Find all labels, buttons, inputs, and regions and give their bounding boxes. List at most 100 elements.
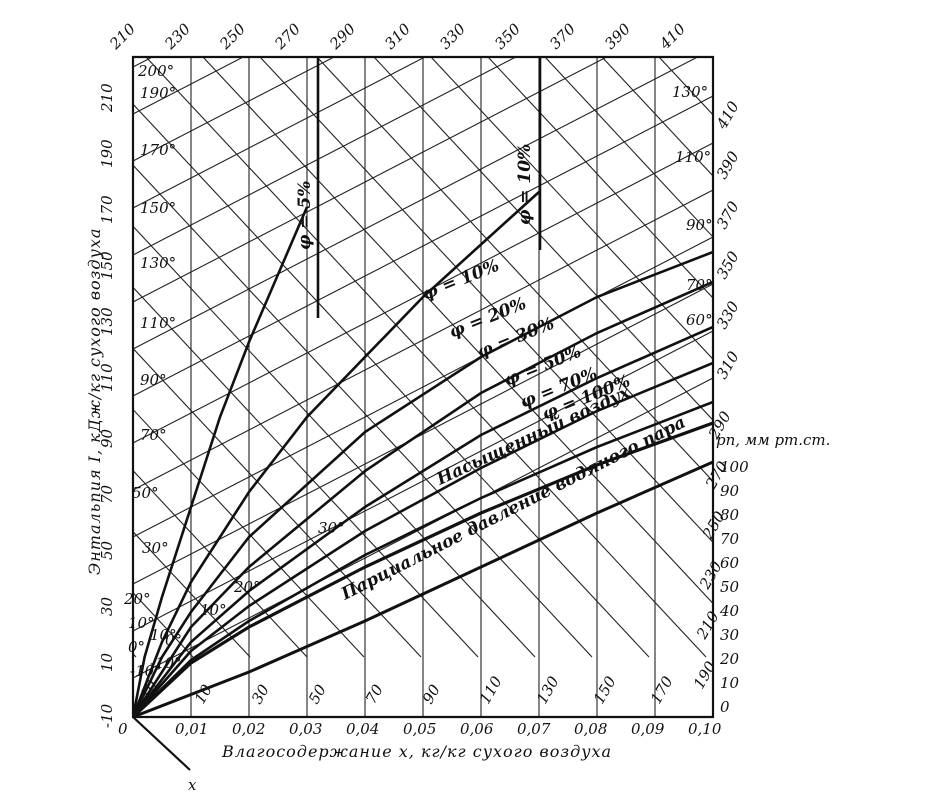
isotherm-line bbox=[133, 95, 713, 397]
isenthalp-line bbox=[133, 347, 422, 658]
series-curve-2 bbox=[133, 250, 713, 717]
left-tick-label: 130 bbox=[98, 307, 116, 336]
isotherm-label: 110° bbox=[140, 314, 176, 332]
isenthalp-line bbox=[133, 530, 251, 658]
right-tick-label: 390 bbox=[713, 148, 743, 182]
isotherm-line bbox=[133, 330, 713, 632]
isotherm-label: 50° bbox=[132, 484, 159, 502]
isotherm-line bbox=[133, 57, 336, 162]
pressure-tick-label: 30 bbox=[720, 626, 740, 644]
plot-frame bbox=[131, 55, 715, 719]
x-tick-label: 0 bbox=[118, 720, 128, 738]
top-tick-label: 310 bbox=[381, 20, 414, 53]
top-tick-label: 230 bbox=[160, 20, 194, 54]
isotherm-line bbox=[133, 283, 713, 585]
isotherm-label: 130° bbox=[140, 254, 176, 272]
isotherm-label: 90° bbox=[140, 371, 167, 389]
isotherm-label: 20° bbox=[123, 590, 151, 608]
x-tick-label: 0,03 bbox=[289, 720, 322, 738]
bottom-tick-label: 70 bbox=[362, 681, 387, 707]
y-axis-title: Энтальпия I, кДж/кг сухого воздуха bbox=[85, 228, 104, 575]
left-tick-label: 190 bbox=[98, 139, 116, 168]
isotherm-line bbox=[133, 57, 517, 256]
isotherm-line bbox=[133, 236, 713, 538]
top-tick-label: 290 bbox=[325, 20, 359, 54]
pressure-tick-label: 10 bbox=[720, 674, 740, 692]
right-tick-label: 330 bbox=[713, 298, 743, 332]
isotherm-label: 30° bbox=[318, 519, 345, 537]
left-tick-label: 210 bbox=[98, 83, 116, 113]
top-tick-label: 410 bbox=[655, 20, 689, 54]
right-axis-title: pп, мм рт.ст. bbox=[716, 431, 830, 449]
isotherm-label: 200° bbox=[137, 62, 174, 80]
x-axis-arrow-label: x bbox=[188, 776, 197, 794]
bottom-tick-label: 150 bbox=[590, 673, 620, 707]
x-axis-title: Влагосодержание x, кг/кг сухого воздуха bbox=[221, 742, 612, 761]
x-tick-label: 0,07 bbox=[517, 720, 551, 738]
curves bbox=[133, 191, 713, 717]
isotherm-label: 0° bbox=[165, 631, 182, 649]
bottom-tick-labels: -10 10 30 50 70 90 110 130 150 170 bbox=[134, 673, 677, 707]
isenthalp-line bbox=[544, 57, 713, 238]
top-tick-label: 390 bbox=[601, 20, 634, 53]
isenthalp-line bbox=[145, 57, 707, 658]
bottom-tick-label: 170 bbox=[647, 673, 677, 707]
x-tick-label: 0,04 bbox=[346, 720, 379, 738]
top-tick-label: 330 bbox=[436, 20, 469, 53]
isotherm-label: 70° bbox=[140, 426, 167, 444]
isotherm-line bbox=[133, 377, 713, 679]
series-curve-5 bbox=[133, 361, 713, 717]
bottom-tick-label: 130 bbox=[533, 673, 563, 707]
left-tick-label: 30 bbox=[98, 596, 116, 616]
isotherm-label: 30° bbox=[142, 539, 169, 557]
left-tick-label: 170 bbox=[98, 195, 116, 224]
isenthalp-line bbox=[373, 57, 713, 422]
series-curve-1 bbox=[133, 191, 540, 717]
isotherm-label: 20° bbox=[233, 578, 261, 596]
series-curve-8 bbox=[133, 460, 713, 717]
series-curve-7 bbox=[133, 421, 713, 717]
top-tick-label: 350 bbox=[491, 20, 524, 53]
series-curve-4 bbox=[133, 325, 713, 717]
left-tick-label: 110 bbox=[98, 363, 116, 392]
isotherm-label: 10° bbox=[150, 626, 177, 644]
isenthalp-line bbox=[0, 57, 79, 657]
isotherm-label: 190° bbox=[140, 84, 176, 102]
top-tick-label: 270 bbox=[270, 20, 304, 54]
isotherm-label: 90° bbox=[686, 216, 713, 234]
left-tick-label: 70 bbox=[98, 484, 116, 504]
isotherm-labels: 200° 190° 170° 150° 130° 110° 90° 70° 50° 30° 20° 1… bbox=[123, 62, 713, 680]
isenthalp-line bbox=[773, 57, 928, 657]
left-tick-label: 10 bbox=[98, 652, 116, 672]
x-tick-label: 0,01 bbox=[175, 720, 208, 738]
right-tick-label: 410 bbox=[712, 98, 743, 133]
right-tick-label: 310 bbox=[713, 348, 743, 382]
isotherm-label: -10° bbox=[130, 662, 162, 680]
isenthalp-line bbox=[658, 57, 713, 116]
right-tick-label: 350 bbox=[713, 248, 743, 282]
top-tick-label: 210 bbox=[105, 20, 139, 54]
isenthalp-line bbox=[133, 103, 650, 658]
pressure-tick-label: 60 bbox=[720, 554, 740, 572]
isotherm-label: 130° bbox=[672, 83, 708, 101]
pressure-tick-label: 40 bbox=[719, 602, 740, 620]
isotherm-label: 0° bbox=[128, 638, 145, 656]
isenthalp-line bbox=[259, 57, 713, 544]
isotherm-line bbox=[133, 57, 245, 115]
isenthalp-line bbox=[133, 469, 308, 658]
isotherm-label: 110° bbox=[675, 148, 711, 166]
top-tick-labels: 210 230 250 270 290 310 330 350 370 390 410 bbox=[105, 20, 689, 54]
pressure-tick-label: 80 bbox=[720, 506, 740, 524]
pressure-tick-label: 0 bbox=[720, 698, 730, 716]
x-tick-label: 0,09 bbox=[631, 720, 665, 738]
isenthalp-line bbox=[133, 164, 593, 658]
left-tick-label: 150 bbox=[98, 251, 116, 280]
isenthalp-line bbox=[0, 57, 22, 657]
left-tick-label: 50 bbox=[98, 540, 116, 560]
x-tick-label: 0,05 bbox=[403, 720, 436, 738]
left-tick-label: -10 bbox=[98, 703, 116, 728]
right-tick-label: 190 bbox=[690, 658, 720, 692]
isotherm-label: 150° bbox=[140, 199, 176, 217]
x-tick-labels: 0 0,01 0,02 0,03 0,04 0,05 0,06 0,07 0,08 0,09 0,1… bbox=[118, 720, 722, 738]
